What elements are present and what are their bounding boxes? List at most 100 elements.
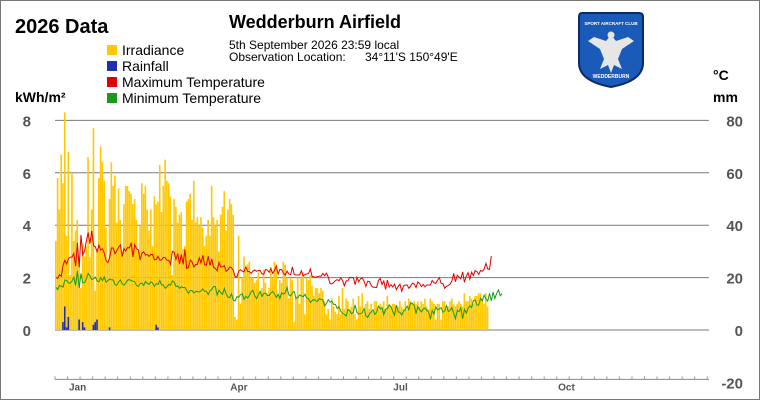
- irradiance-bar: [422, 303, 424, 330]
- legend-label-irradiance: Irradiance: [122, 42, 184, 58]
- irradiance-bar: [425, 306, 428, 330]
- irradiance-bar: [329, 319, 331, 330]
- irradiance-bar: [158, 164, 161, 330]
- irradiance-bar: [72, 240, 75, 330]
- irradiance-bar: [399, 301, 401, 330]
- irradiance-bar: [241, 277, 243, 330]
- left-tick-label: 0: [23, 323, 31, 340]
- irradiance-bar: [187, 199, 190, 330]
- legend-swatch-maximum-temperature: [107, 77, 117, 87]
- irradiance-bar: [175, 206, 177, 330]
- irradiance-bar: [69, 274, 71, 330]
- irradiance-bar: [467, 301, 469, 330]
- irradiance-bar: [63, 112, 66, 330]
- irradiance-bar: [264, 282, 267, 330]
- irradiance-bar: [314, 288, 317, 330]
- irradiance-bar: [338, 295, 340, 330]
- irradiance-bar: [293, 322, 295, 330]
- irradiance-bar: [103, 180, 105, 330]
- irradiance-bar: [415, 303, 417, 330]
- irradiance-bar: [350, 306, 353, 330]
- irradiance-bar: [126, 185, 129, 330]
- irradiance-bar: [115, 222, 118, 330]
- irradiance-bar: [250, 277, 252, 330]
- irradiance-bar: [284, 264, 286, 330]
- irradiance-bar: [375, 301, 378, 330]
- irradiance-bar: [121, 251, 123, 330]
- irradiance-bar: [450, 298, 453, 330]
- irradiance-bar: [359, 306, 362, 330]
- irradiance-bar: [406, 309, 408, 330]
- irradiance-bar: [377, 309, 380, 330]
- rainfall-bar: [94, 322, 97, 330]
- irradiance-bar: [62, 183, 64, 330]
- irradiance-bar: [348, 309, 351, 330]
- right-axis-unit-rain: mm: [713, 89, 738, 105]
- irradiance-bar: [341, 288, 344, 330]
- irradiance-bar: [235, 319, 238, 330]
- irradiance-bar: [166, 180, 168, 330]
- irradiance-bar: [307, 280, 310, 330]
- irradiance-bar: [225, 230, 227, 330]
- legend-swatch-rainfall: [107, 61, 117, 71]
- irradiance-bar: [445, 309, 448, 330]
- irradiance-bar: [155, 204, 157, 330]
- irradiance-bar: [479, 293, 482, 330]
- rainfall-bar: [157, 327, 159, 330]
- irradiance-bar: [364, 303, 367, 330]
- irradiance-bar: [327, 309, 329, 330]
- irradiance-bar: [395, 309, 398, 330]
- irradiance-bar: [81, 243, 84, 330]
- irradiance-bar: [221, 206, 224, 330]
- irradiance-bar: [252, 277, 254, 330]
- irradiance-bar: [196, 217, 199, 330]
- irradiance-bar: [452, 303, 455, 330]
- irradiance-bar: [130, 193, 132, 330]
- shield-eagle-logo: SPORT AIRCRAFT CLUB WEDDERBURN: [578, 12, 644, 89]
- irradiance-bar: [373, 301, 376, 330]
- irradiance-bar: [148, 230, 150, 330]
- irradiance-bar: [270, 267, 272, 330]
- right-tick-label: 80: [726, 113, 743, 130]
- irradiance-bar: [465, 301, 467, 330]
- irradiance-bar: [345, 298, 347, 330]
- irradiance-bar: [105, 227, 107, 330]
- irradiance-bar: [429, 298, 432, 330]
- irradiance-bar: [232, 214, 234, 330]
- temperature-series: [55, 230, 503, 321]
- irradiance-bar: [407, 298, 410, 330]
- irradiance-bar: [124, 185, 127, 330]
- irradiance-bar: [277, 293, 279, 330]
- irradiance-bar: [472, 303, 475, 330]
- data-year-label: 2026 Data: [15, 16, 109, 38]
- station-name: Wedderburn Airfield: [229, 12, 401, 32]
- irradiance-bar: [90, 209, 93, 330]
- irradiance-bar: [320, 288, 322, 330]
- irradiance-bar: [459, 303, 462, 330]
- irradiance-bar: [182, 248, 184, 330]
- irradiance-bar: [442, 301, 444, 330]
- irradiance-bar: [192, 180, 195, 330]
- irradiance-bar: [486, 306, 489, 330]
- irradiance-bar: [447, 306, 450, 330]
- irradiance-bar: [384, 309, 387, 330]
- irradiance-bar: [433, 303, 435, 330]
- irradiance-bar: [316, 288, 319, 330]
- irradiance-bar: [325, 314, 328, 330]
- irradiance-bar: [244, 269, 247, 330]
- legend-label-minimum-temperature: Minimum Temperature: [122, 90, 261, 106]
- irradiance-bar: [332, 306, 335, 330]
- irradiance-bar: [243, 256, 245, 330]
- irradiance-bar: [289, 277, 292, 330]
- x-month-label: Apr: [230, 382, 247, 393]
- irradiance-bar: [474, 295, 476, 330]
- irradiance-bar: [436, 303, 439, 330]
- irradiance-bar: [101, 162, 104, 330]
- irradiance-bar: [128, 191, 131, 330]
- rainfall-bar: [62, 322, 64, 330]
- irradiance-bar: [85, 246, 88, 330]
- timestamp: 5th September 2026 23:59 local: [229, 38, 399, 52]
- irradiance-bar: [334, 311, 337, 330]
- irradiance-bar: [397, 306, 399, 330]
